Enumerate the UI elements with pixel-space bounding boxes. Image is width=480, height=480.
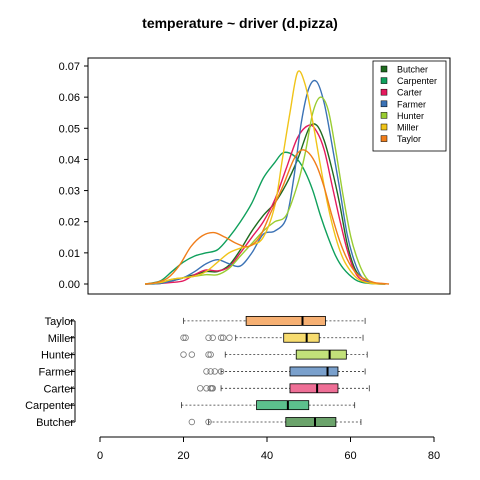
category-label-taylor: Taylor: [45, 316, 75, 328]
boxplot-carter: [196, 383, 370, 394]
x-tick-label: 40: [261, 450, 273, 462]
density-panel: 0.00 0.01 0.02 0.03 0.04 0.05 0.06 0.07 Butcher…: [59, 57, 451, 295]
outlier-point: [188, 351, 196, 358]
x-tick-label: 80: [428, 450, 440, 462]
density-curves: [145, 70, 390, 285]
legend-swatch-butcher: [380, 65, 388, 73]
y-tick-label: 0.05: [59, 123, 80, 135]
outlier-point: [205, 351, 212, 358]
outlier-point: [219, 334, 227, 341]
outlier-point: [217, 334, 225, 341]
outlier-point: [180, 351, 187, 358]
density-line-miller: [145, 70, 386, 285]
outlier-point: [205, 334, 212, 341]
outlier-point: [226, 334, 233, 341]
outlier-point: [209, 334, 216, 341]
legend-swatch-miller: [380, 123, 388, 131]
box: [285, 417, 337, 427]
outlier-point: [203, 368, 210, 375]
category-label-butcher: Butcher: [36, 417, 74, 429]
legend-swatch-hunter: [380, 112, 388, 119]
density-plot-border: [87, 57, 451, 295]
legend-swatch-farmer: [380, 100, 388, 108]
outlier-point: [182, 334, 189, 341]
boxplot-butcher: [188, 417, 362, 427]
boxplot-carpenter: [181, 400, 356, 411]
legend-label-carter: Carter: [397, 88, 422, 98]
boxplot-panel: 0 20 40 60 80 Butcher Carpenter Carter Farmer Hu…: [25, 316, 440, 462]
box: [245, 315, 326, 326]
box: [256, 400, 310, 411]
box: [295, 349, 347, 360]
density-line-butcher: [145, 123, 386, 285]
outlier-point: [205, 418, 212, 426]
y-tick-label: 0.02: [59, 217, 80, 229]
x-tick-label: 0: [97, 450, 103, 462]
box: [289, 366, 339, 377]
box: [289, 383, 339, 394]
outlier-point: [208, 385, 216, 392]
x-tick-label: 20: [177, 450, 189, 462]
density-line-carter: [145, 124, 386, 285]
boxplot-y-axis: Butcher Carpenter Carter Farmer Hunter Miller…: [25, 316, 76, 429]
category-label-farmer: Farmer: [39, 366, 75, 378]
legend-swatch-carter: [380, 88, 388, 96]
legend-label-miller: Miller: [397, 123, 419, 133]
legend-label-hunter: Hunter: [397, 111, 424, 121]
legend-label-taylor: Taylor: [397, 134, 421, 144]
boxplot-miller: [180, 332, 364, 343]
outlier-point: [207, 368, 214, 375]
y-tick-label: 0.03: [59, 186, 80, 198]
box: [283, 332, 320, 343]
density-line-farmer: [145, 79, 386, 285]
density-line-carpenter: [145, 151, 386, 285]
y-tick-label: 0.07: [59, 61, 80, 73]
legend-label-carpenter: Carpenter: [397, 76, 437, 86]
outlier-point: [188, 418, 196, 426]
outlier-point: [217, 368, 225, 375]
boxplots: [180, 315, 370, 427]
category-label-carter: Carter: [43, 383, 74, 395]
category-label-miller: Miller: [48, 333, 75, 345]
legend-label-farmer: Farmer: [397, 99, 426, 109]
y-tick-label: 0.04: [59, 154, 80, 166]
outlier-point: [180, 334, 187, 341]
outlier-point: [211, 368, 219, 375]
category-label-carpenter: Carpenter: [25, 400, 74, 412]
density-line-taylor: [145, 149, 390, 285]
legend-label-butcher: Butcher: [397, 65, 428, 75]
chart-title: temperature ~ driver (d.pizza): [142, 15, 338, 31]
y-tick-label: 0.06: [59, 92, 80, 104]
boxplot-x-axis: 0 20 40 60 80: [97, 437, 440, 462]
boxplot-taylor: [183, 315, 366, 326]
legend-swatch-taylor: [380, 135, 388, 142]
category-label-hunter: Hunter: [41, 350, 74, 362]
density-y-axis: 0.00 0.01 0.02 0.03 0.04 0.05 0.06 0.07: [59, 61, 88, 291]
outlier-point: [196, 385, 204, 392]
legend-swatch-carpenter: [380, 77, 388, 84]
boxplot-farmer: [203, 366, 366, 377]
outlier-point: [207, 351, 214, 358]
y-tick-label: 0.01: [59, 248, 80, 260]
y-tick-label: 0.00: [59, 279, 80, 291]
x-tick-label: 60: [344, 450, 356, 462]
boxplot-hunter: [180, 349, 368, 360]
